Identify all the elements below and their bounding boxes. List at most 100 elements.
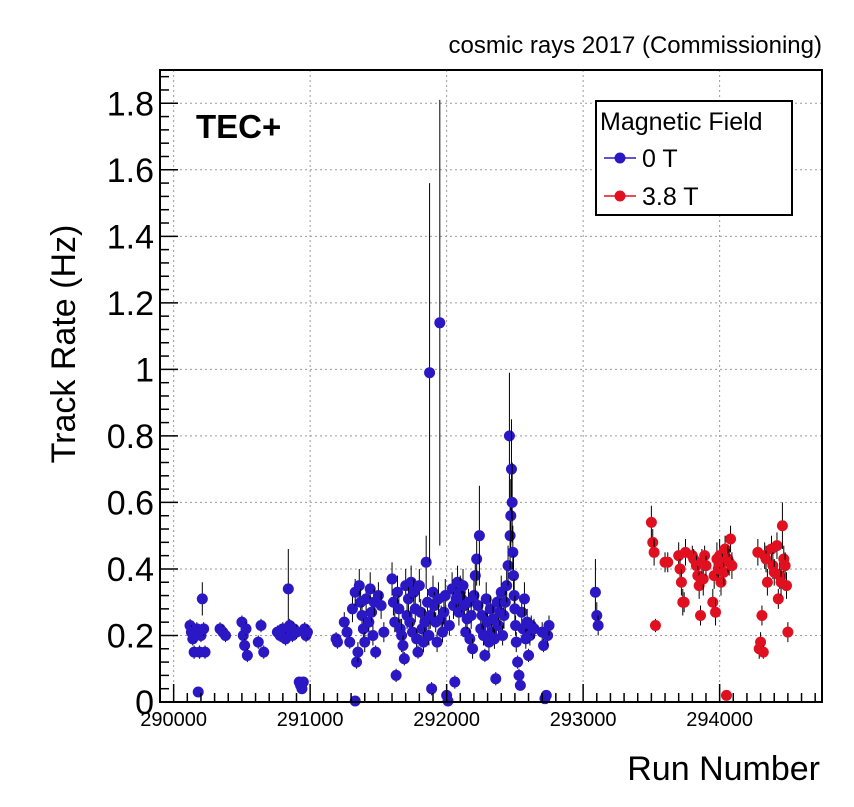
data-point [499, 596, 511, 608]
data-point [510, 636, 522, 648]
data-point [498, 610, 510, 622]
data-point [776, 520, 788, 532]
data-point [467, 643, 479, 655]
x-tick-label: 294000 [686, 709, 753, 731]
data-point [514, 679, 526, 691]
data-point [240, 623, 252, 635]
data-point [367, 629, 379, 641]
data-point [398, 653, 410, 665]
data-point [423, 629, 435, 641]
data-point [480, 593, 492, 605]
legend-label-38t: 3.8 T [642, 183, 699, 211]
data-point [471, 553, 483, 565]
x-tick-label: 292000 [413, 709, 480, 731]
data-point [424, 367, 436, 379]
data-point [297, 676, 309, 688]
data-point [468, 590, 480, 602]
data-point [760, 553, 772, 565]
data-point [198, 623, 210, 635]
y-tick-label: 1.8 [107, 85, 154, 123]
grid-lines [160, 70, 822, 702]
data-point [220, 629, 232, 641]
data-point [493, 619, 505, 631]
data-point [434, 317, 446, 329]
data-point [301, 626, 313, 638]
data-point [647, 536, 659, 548]
x-axis-label: Run Number [627, 750, 820, 788]
legend-title: Magnetic Field [600, 108, 763, 136]
data-point [725, 533, 737, 545]
data-point [662, 556, 674, 568]
data-point [437, 626, 449, 638]
data-point [718, 566, 730, 578]
data-point [512, 656, 524, 668]
data-point [726, 560, 738, 572]
data-point [771, 540, 783, 552]
data-point [782, 626, 794, 638]
data-point [543, 619, 555, 631]
data-point [516, 606, 528, 618]
series-0 [184, 99, 604, 707]
y-tick-label: 0.6 [107, 484, 154, 522]
legend: Magnetic Field 0 T 3.8 T [595, 100, 793, 216]
data-point [449, 676, 461, 688]
data-point [756, 610, 768, 622]
data-point [331, 636, 343, 648]
axis-ticks: 290000 291000 292000 293000 294000 0 0.2 0.4 0.6… [107, 75, 816, 731]
data-point [426, 683, 438, 695]
data-point [393, 603, 405, 615]
data-point [518, 593, 530, 605]
data-point [386, 573, 398, 585]
data-point [675, 576, 687, 588]
y-tick-label: 0 [135, 684, 154, 722]
data-point [501, 580, 513, 592]
data-point [648, 546, 660, 558]
data-point [473, 530, 485, 542]
data-point [490, 673, 502, 685]
data-point [645, 516, 657, 528]
data-point [378, 626, 390, 638]
data-point [344, 636, 356, 648]
data-point [457, 580, 469, 592]
data-point [779, 560, 791, 572]
data-point [699, 550, 711, 562]
y-tick-label: 1.6 [107, 152, 154, 190]
x-tick-label: 293000 [550, 709, 617, 731]
data-point [420, 556, 432, 568]
data-point [415, 606, 427, 618]
data-point [390, 669, 402, 681]
data-point [513, 669, 525, 681]
data-point [351, 656, 363, 668]
data-point [465, 610, 477, 622]
x-tick-label: 290000 [140, 709, 207, 731]
data-point [341, 626, 353, 638]
data-point [396, 629, 408, 641]
data-point [346, 603, 358, 615]
data-point [438, 606, 450, 618]
data-point [359, 636, 371, 648]
legend-marker-38t [614, 190, 626, 202]
data-point [375, 600, 387, 612]
data-point [397, 639, 409, 651]
data-point [710, 606, 722, 618]
data-point [196, 593, 208, 605]
data-point [502, 560, 514, 572]
y-tick-label: 0.2 [107, 617, 154, 655]
data-point [192, 686, 204, 698]
data-point [439, 590, 451, 602]
data-point [757, 646, 769, 658]
data-point [255, 619, 267, 631]
tec-annotation: TEC+ [196, 108, 281, 145]
data-point [589, 586, 601, 598]
y-tick-label: 1.4 [107, 218, 154, 256]
data-point [505, 463, 517, 475]
data-point [720, 689, 732, 701]
data-point [715, 576, 727, 588]
data-point [372, 590, 384, 602]
data-point [761, 576, 773, 588]
data-point [412, 646, 424, 658]
data-point [252, 636, 264, 648]
data-point [538, 639, 550, 651]
data-point [338, 616, 350, 628]
